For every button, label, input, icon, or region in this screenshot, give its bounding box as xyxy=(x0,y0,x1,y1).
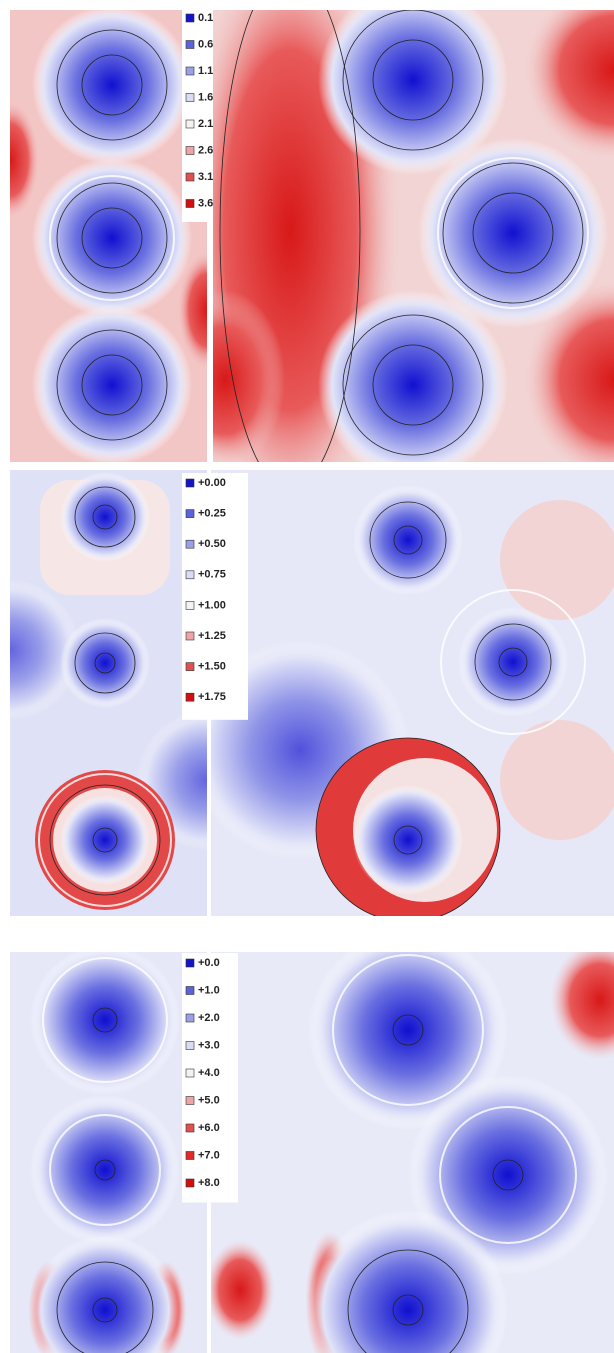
legend-swatch xyxy=(186,959,194,967)
contour-map xyxy=(0,0,614,1353)
legend-label: +1.75 xyxy=(198,691,226,703)
legend-label: +6.0 xyxy=(198,1122,220,1134)
legend-label: +8.0 xyxy=(198,1177,220,1189)
figure: 0.1 0.6 1.1 1.6 2.1 2.6 3.1 3.6 +0.00 +0.25 +0.50 +… xyxy=(0,0,614,1353)
legend-swatch xyxy=(186,120,194,128)
legend-swatch xyxy=(186,1042,194,1050)
legend-swatch xyxy=(186,67,194,75)
legend-swatch xyxy=(186,1179,194,1187)
legend-label: 3.1 xyxy=(198,171,213,183)
legend-label: 1.1 xyxy=(198,65,213,77)
legend-label: +2.0 xyxy=(198,1012,220,1024)
legend-label: 2.1 xyxy=(198,118,213,130)
legend-swatch xyxy=(186,200,194,208)
legend-label: +0.25 xyxy=(198,508,226,520)
legend-label: +0.0 xyxy=(198,957,220,969)
legend-swatch xyxy=(186,632,194,640)
legend-swatch xyxy=(186,14,194,22)
legend-label: +5.0 xyxy=(198,1094,220,1106)
legend-label: +0.50 xyxy=(198,538,226,550)
legend-label: 0.1 xyxy=(198,12,213,24)
legend-label: 3.6 xyxy=(198,197,213,209)
legend-swatch xyxy=(186,1097,194,1105)
legend-label: +0.75 xyxy=(198,569,226,581)
legend-swatch xyxy=(186,173,194,181)
legend-swatch xyxy=(186,693,194,701)
legend-swatch xyxy=(186,540,194,548)
legend-swatch xyxy=(186,601,194,609)
legend-swatch xyxy=(186,94,194,102)
legend-label: +1.00 xyxy=(198,599,226,611)
legend-label: 2.6 xyxy=(198,144,213,156)
legend-label: +4.0 xyxy=(198,1067,220,1079)
legend-swatch xyxy=(186,147,194,155)
legend-swatch xyxy=(186,510,194,518)
legend-label: +0.00 xyxy=(198,477,226,489)
legend-swatch xyxy=(186,1152,194,1160)
legend-swatch xyxy=(186,571,194,579)
legend-swatch xyxy=(186,479,194,487)
legend-label: +1.25 xyxy=(198,630,226,642)
legend-swatch xyxy=(186,41,194,49)
legend-label: +1.0 xyxy=(198,984,220,996)
legend-label: +3.0 xyxy=(198,1039,220,1051)
legend-swatch xyxy=(186,987,194,995)
legend-label: 0.6 xyxy=(198,38,213,50)
legend-label: +1.50 xyxy=(198,661,226,673)
legend-label: +7.0 xyxy=(198,1149,220,1161)
legend-label: 1.6 xyxy=(198,91,213,103)
legend-swatch xyxy=(186,663,194,671)
legend-swatch xyxy=(186,1014,194,1022)
legend-swatch xyxy=(186,1069,194,1077)
legend-swatch xyxy=(186,1124,194,1132)
